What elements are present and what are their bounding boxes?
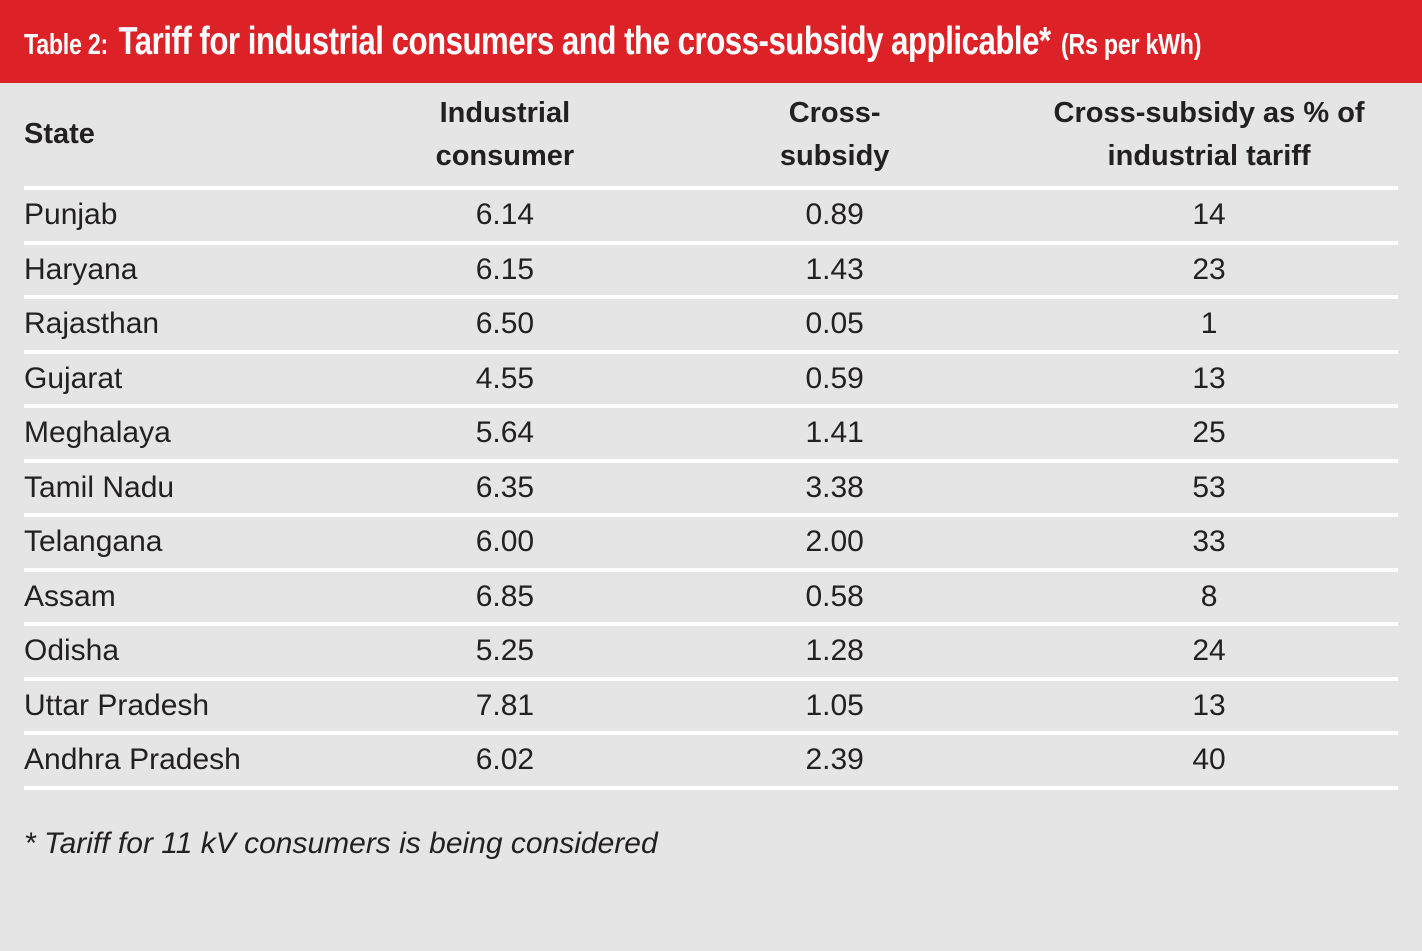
table-title-text: Tariff for industrial consumers and the … (118, 19, 1051, 63)
cross-subsidy-percent-cell: 1 (1200, 307, 1218, 341)
state-cell: Tamil Nadu (24, 470, 175, 504)
state-cell: Uttar Pradesh (24, 688, 210, 722)
table-row: Andhra Pradesh 6.02 2.39 40 (24, 733, 1398, 788)
industrial-consumer-cell: 5.25 (475, 634, 535, 668)
table-body: Punjab 6.14 0.89 14 Haryana 6.15 1.43 23 Rajasth… (24, 188, 1398, 788)
table-row: Telangana 6.00 2.00 33 (24, 515, 1398, 570)
table-row: Haryana 6.15 1.43 23 (24, 243, 1398, 297)
table-title-bar: Table 2: Tariff for industrial consumers… (0, 0, 1422, 83)
state-cell: Assam (24, 579, 116, 613)
cross-subsidy-cell: 1.28 (805, 634, 864, 668)
state-cell: Punjab (24, 198, 118, 232)
table-header: State Industrial consumer Cross- subsidy… (24, 83, 1398, 188)
table-row: Rajasthan 6.50 0.05 1 (24, 297, 1398, 352)
cross-subsidy-percent-cell: 25 (1192, 416, 1226, 450)
cross-subsidy-percent-cell: 33 (1192, 525, 1226, 559)
cross-subsidy-percent-cell: 24 (1192, 634, 1226, 668)
table-row: Assam 6.85 0.58 8 (24, 570, 1398, 624)
table-row: Odisha 5.25 1.28 24 (24, 624, 1398, 679)
state-cell: Haryana (24, 252, 138, 286)
cross-subsidy-percent-cell: 53 (1192, 470, 1226, 504)
table-row: Punjab 6.14 0.89 14 (24, 188, 1398, 243)
tariff-table: State Industrial consumer Cross- subsidy… (24, 83, 1398, 790)
state-cell: Andhra Pradesh (24, 743, 241, 777)
table-header-row: State Industrial consumer Cross- subsidy… (24, 83, 1398, 188)
industrial-consumer-cell: 6.50 (475, 307, 535, 341)
cross-subsidy-cell: 0.89 (805, 198, 864, 232)
state-cell: Telangana (24, 525, 163, 559)
cross-subsidy-cell: 0.05 (805, 307, 864, 341)
cross-subsidy-cell: 1.43 (805, 252, 864, 286)
table-title: Table 2: Tariff for industrial consumers… (0, 20, 1201, 64)
cross-subsidy-percent-cell: 13 (1192, 688, 1226, 722)
cross-subsidy-percent-cell: 40 (1192, 743, 1226, 777)
industrial-consumer-cell: 6.35 (475, 470, 535, 504)
industrial-consumer-cell: 6.02 (475, 743, 535, 777)
cross-subsidy-percent-cell: 13 (1192, 361, 1226, 395)
column-header-industrial-consumer: Industrial consumer (435, 97, 575, 172)
table-row: Uttar Pradesh 7.81 1.05 13 (24, 679, 1398, 733)
cross-subsidy-percent-cell: 23 (1192, 252, 1226, 286)
cross-subsidy-cell: 0.59 (805, 361, 864, 395)
cross-subsidy-cell: 1.41 (805, 416, 864, 450)
footnote: * Tariff for 11 kV consumers is being co… (24, 826, 658, 860)
cross-subsidy-cell: 1.05 (805, 688, 864, 722)
table-number-label: Table 2: (24, 28, 109, 61)
cross-subsidy-cell: 2.00 (805, 525, 864, 559)
column-header-cross-subsidy: Cross- subsidy (779, 97, 890, 172)
column-header-state: State (24, 118, 95, 151)
table-row: Meghalaya 5.64 1.41 25 (24, 406, 1398, 461)
cross-subsidy-cell: 0.58 (805, 579, 864, 613)
table-row: Tamil Nadu 6.35 3.38 53 (24, 461, 1398, 515)
state-cell: Meghalaya (24, 416, 171, 450)
cross-subsidy-cell: 2.39 (805, 743, 864, 777)
industrial-consumer-cell: 6.85 (475, 579, 535, 613)
industrial-consumer-cell: 6.00 (475, 525, 535, 559)
state-cell: Odisha (24, 634, 120, 668)
tariff-table-container: State Industrial consumer Cross- subsidy… (24, 83, 1398, 790)
industrial-consumer-cell: 6.15 (475, 252, 535, 286)
state-cell: Gujarat (24, 361, 123, 395)
cross-subsidy-percent-cell: 14 (1192, 198, 1226, 232)
industrial-consumer-cell: 7.81 (475, 688, 535, 722)
table-row: Gujarat 4.55 0.59 13 (24, 352, 1398, 406)
table-unit-label: (Rs per kWh) (1061, 28, 1202, 61)
industrial-consumer-cell: 6.14 (475, 198, 535, 232)
state-cell: Rajasthan (24, 307, 160, 341)
column-header-cross-subsidy-percent: Cross-subsidy as % of industrial tariff (1053, 97, 1365, 172)
cross-subsidy-cell: 3.38 (805, 470, 864, 504)
industrial-consumer-cell: 4.55 (475, 361, 535, 395)
industrial-consumer-cell: 5.64 (475, 416, 535, 450)
cross-subsidy-percent-cell: 8 (1200, 579, 1218, 613)
